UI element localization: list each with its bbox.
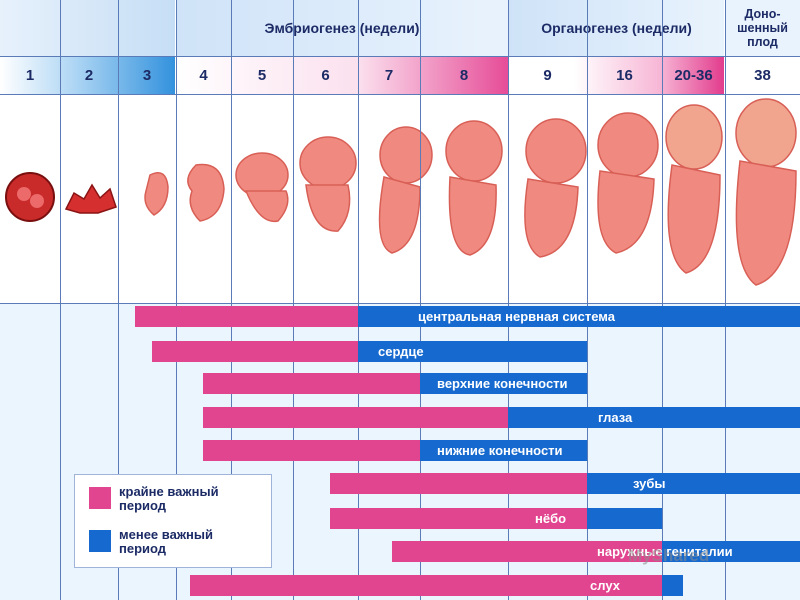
blastocyst-illustration	[64, 183, 117, 214]
embryo-week6-head	[299, 136, 357, 190]
less-important-period-bar	[587, 508, 662, 529]
organ-label: нижние конечности	[437, 443, 563, 458]
week-label: 2	[84, 67, 94, 84]
week-label: 7	[384, 67, 394, 84]
embryo-week5-body	[244, 190, 289, 223]
header-fullterm-line1: Доно-	[744, 7, 781, 21]
less-important-period-bar	[587, 473, 800, 494]
grid-column-line	[587, 0, 588, 600]
critical-period-bar	[203, 440, 420, 461]
fetus-week16-head	[597, 112, 659, 178]
week-label: 38	[754, 67, 771, 84]
organ-label: центральная нервная система	[418, 309, 615, 324]
fetus-week7-head	[379, 126, 433, 184]
week-label: 1	[25, 67, 35, 84]
week-band-early	[0, 57, 175, 94]
grid-column-line	[508, 0, 509, 600]
grid-column-line	[60, 0, 61, 600]
week-band-organogenesis	[509, 57, 724, 94]
grid-column-line	[358, 0, 359, 600]
header-embryogenesis: Эмбриогенез (недели)	[176, 0, 508, 56]
grid-column-line	[176, 0, 177, 600]
critical-period-bar	[135, 306, 358, 327]
zygote-cell	[30, 194, 44, 208]
legend-critical-swatch	[89, 487, 111, 509]
grid-column-line	[420, 0, 421, 600]
header-blank-cell	[0, 0, 175, 56]
fetus-week9-head	[525, 118, 587, 184]
fetus-week16-body	[597, 170, 655, 254]
grid-row-line	[0, 94, 800, 95]
organ-label: зубы	[633, 476, 666, 491]
week-label: 5	[257, 67, 267, 84]
fetus-week38-head	[735, 98, 797, 168]
week-label: 3	[142, 67, 152, 84]
legend-less-line2: период	[119, 541, 167, 556]
fetus-week20-36-body	[667, 164, 721, 274]
legend-critical-label: крайне важный период	[119, 485, 219, 513]
fetus-week7-body	[378, 176, 421, 254]
grid-column-line	[662, 0, 663, 600]
less-important-period-bar	[662, 575, 683, 596]
organ-label: слух	[590, 578, 620, 593]
week-label: 8	[459, 67, 469, 84]
fetus-week8-head	[445, 120, 503, 182]
organ-label: наружные гениталии	[597, 544, 733, 559]
legend-less-line1: менее важный	[119, 527, 213, 542]
legend-less-label: менее важный период	[119, 528, 213, 556]
week-number-row: 1 2 3 4 5 6 7 8 9 16 20-36 38	[0, 57, 800, 94]
week-label: 16	[616, 67, 633, 84]
less-important-period-bar	[662, 541, 800, 562]
grid-column-line	[118, 0, 119, 600]
fetus-week9-body	[524, 178, 579, 258]
embryo-illustrations	[5, 98, 797, 286]
week-label: 6	[321, 67, 330, 84]
critical-period-bar	[203, 407, 508, 428]
less-important-period-bar	[420, 440, 587, 461]
fetus-week20-36-head	[665, 104, 723, 170]
grid-column-line	[725, 0, 726, 600]
critical-period-bar	[392, 541, 662, 562]
fetus-week38-body	[735, 160, 797, 286]
header-organogenesis: Органогенез (недели)	[509, 0, 724, 56]
grid-row-line	[0, 303, 800, 304]
organ-label: глаза	[598, 410, 633, 425]
week-label: 4	[199, 67, 208, 84]
critical-period-bar	[330, 473, 587, 494]
grid-column-line	[231, 0, 232, 600]
critical-period-bar	[190, 575, 662, 596]
watermark: MyShared	[628, 546, 710, 565]
header-fullterm: Доно- шенный плод	[725, 0, 800, 56]
organ-label: верхние конечности	[437, 376, 568, 391]
legend: крайне важный период менее важный период	[74, 474, 272, 568]
critical-period-bar	[152, 341, 358, 362]
header-fullterm-line3: плод	[747, 35, 778, 49]
critical-period-bar	[330, 508, 587, 529]
grid-column-line	[293, 0, 294, 600]
fetus-week8-body	[448, 176, 497, 256]
grid-row-line	[0, 56, 800, 57]
critical-period-bar	[203, 373, 420, 394]
organ-label: сердце	[378, 344, 424, 359]
week-label: 20-36	[674, 67, 713, 84]
embryo-week3-illustration	[144, 172, 169, 216]
less-important-period-bar	[420, 373, 587, 394]
embryo-week4-illustration	[187, 163, 225, 222]
week-label: 9	[543, 67, 552, 84]
embryo-illustration-band	[0, 95, 800, 303]
zygote-cell	[17, 187, 31, 201]
week-band-fullterm	[725, 57, 800, 94]
embryo-week6-body	[305, 184, 351, 232]
organ-label: нёбо	[535, 511, 567, 526]
legend-critical-line1: крайне важный	[119, 484, 219, 499]
legend-less-swatch	[89, 530, 111, 552]
less-important-period-bar	[508, 407, 800, 428]
less-important-period-bar	[358, 306, 800, 327]
header-fullterm-line2: шенный	[737, 21, 788, 35]
legend-critical-line2: период	[119, 498, 167, 513]
less-important-period-bar	[358, 341, 587, 362]
